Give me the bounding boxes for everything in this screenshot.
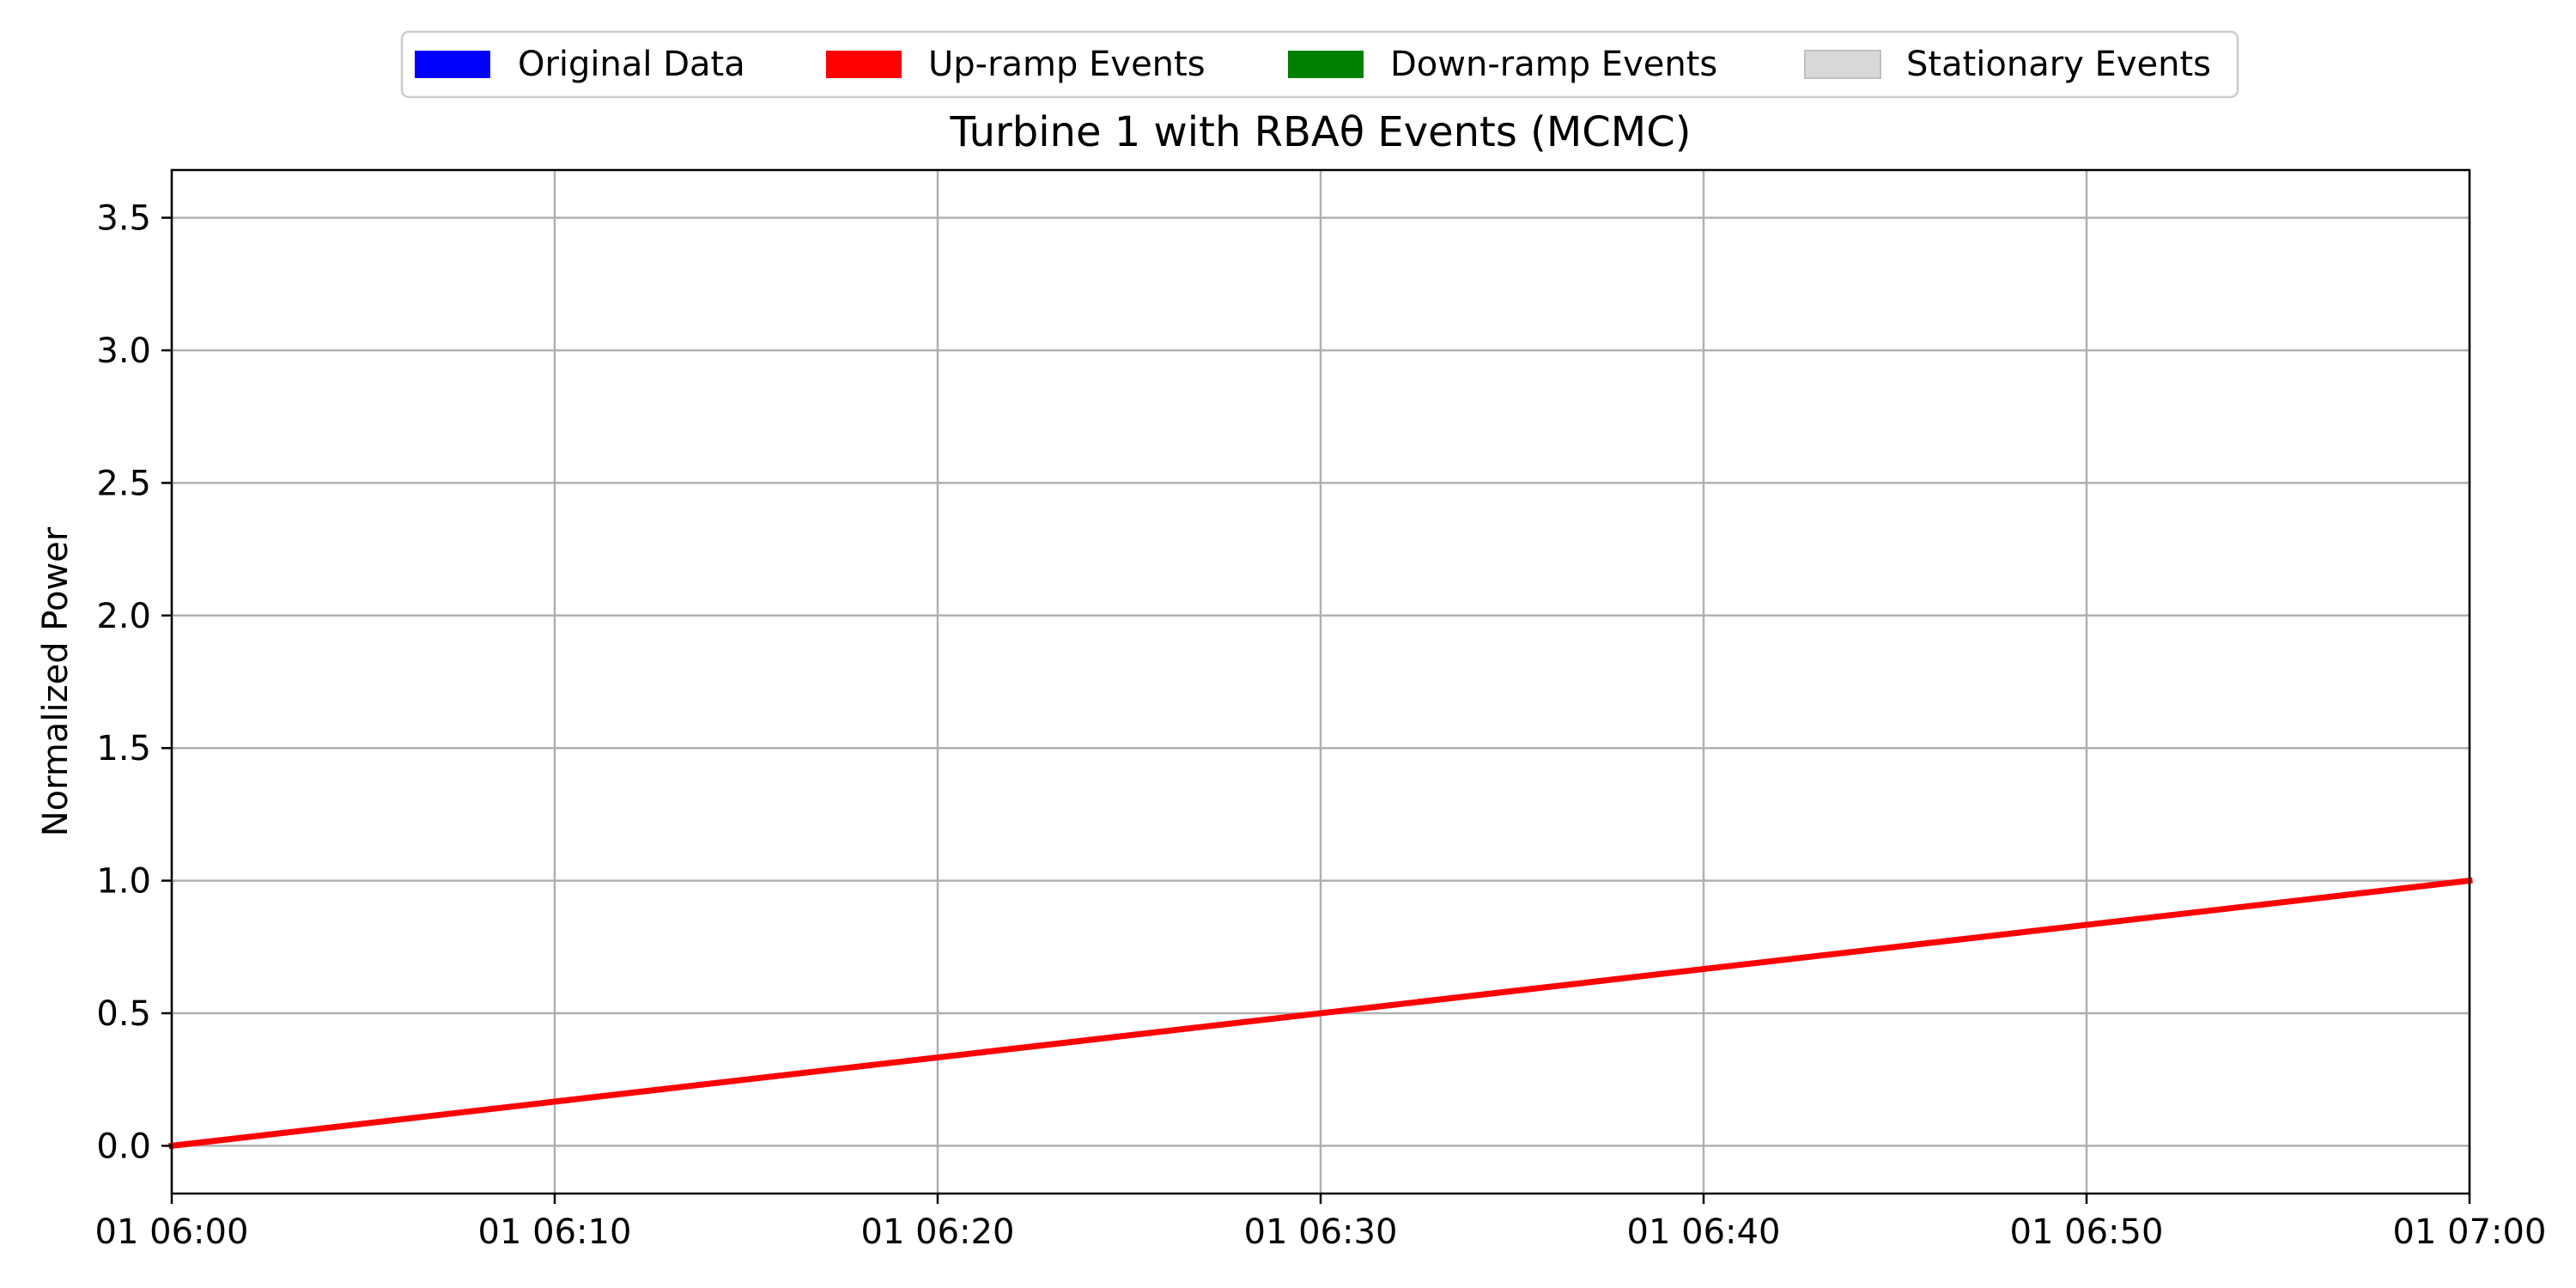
y-tick-label: 2.0 — [96, 597, 151, 636]
x-tick-label: 01 06:20 — [861, 1212, 1015, 1252]
x-tick-label: 01 06:10 — [478, 1212, 632, 1252]
y-axis-title: Normalized Power — [36, 526, 76, 836]
y-tick-label: 0.0 — [96, 1127, 151, 1166]
legend-label-stationary: Stationary Events — [1906, 45, 2211, 84]
x-axis: 01 06:00 01 06:10 01 06:20 01 06:30 01 06:40… — [95, 1194, 2547, 1252]
x-tick-label: 01 06:00 — [95, 1212, 249, 1252]
y-tick-label: 2.5 — [96, 464, 151, 503]
x-tick-label: 01 07:00 — [2393, 1212, 2547, 1252]
x-tick-label: 01 06:30 — [1244, 1212, 1398, 1252]
legend-label-downramp: Down-ramp Events — [1390, 45, 1717, 84]
legend-swatch-stationary — [1804, 50, 1881, 79]
series-line-0 — [168, 877, 2473, 1150]
legend-label-upramp: Up-ramp Events — [928, 45, 1206, 84]
y-tick-label: 0.5 — [96, 994, 151, 1034]
legend-label-original: Original Data — [518, 45, 745, 84]
y-tick-label: 3.0 — [96, 331, 151, 371]
y-tick-label: 1.0 — [96, 862, 151, 902]
x-tick-label: 01 06:40 — [1627, 1212, 1781, 1252]
y-axis: 0.0 0.5 1.0 1.5 2.0 2.5 3.0 3.5 — [96, 199, 172, 1166]
y-tick-label: 1.5 — [96, 729, 151, 769]
series-layer — [168, 877, 2473, 1150]
legend-swatch-original — [415, 51, 490, 78]
legend-swatch-downramp — [1288, 51, 1364, 78]
x-tick-label: 01 06:50 — [2010, 1212, 2164, 1252]
grid — [170, 170, 2471, 1194]
y-tick-label: 3.5 — [96, 199, 151, 239]
legend-swatch-upramp — [826, 51, 902, 78]
legend: Original Data Up-ramp Events Down-ramp E… — [400, 30, 2239, 99]
chart-title: Turbine 1 with RBAθ Events (MCMC) — [950, 108, 1692, 156]
